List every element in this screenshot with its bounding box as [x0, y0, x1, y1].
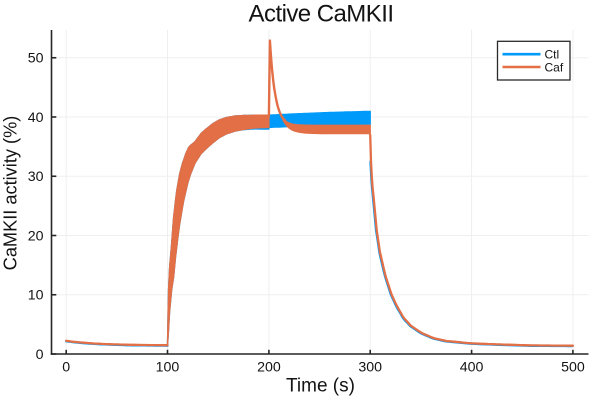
svg-text:0: 0: [36, 347, 44, 363]
svg-text:20: 20: [28, 228, 44, 244]
svg-text:Caf: Caf: [545, 60, 564, 74]
svg-text:Ctl: Ctl: [545, 48, 560, 62]
svg-text:40: 40: [28, 110, 44, 126]
svg-text:10: 10: [28, 288, 44, 304]
svg-text:50: 50: [28, 51, 44, 67]
svg-text:300: 300: [358, 360, 382, 376]
svg-text:CaMKII activity (%): CaMKII activity (%): [1, 116, 21, 271]
svg-text:400: 400: [460, 360, 484, 376]
svg-text:0: 0: [62, 360, 70, 376]
svg-text:30: 30: [28, 169, 44, 185]
svg-text:Time (s): Time (s): [286, 376, 355, 397]
svg-text:100: 100: [156, 360, 180, 376]
svg-text:Active CaMKII: Active CaMKII: [249, 1, 394, 28]
svg-text:200: 200: [257, 360, 281, 376]
svg-text:500: 500: [561, 360, 585, 376]
